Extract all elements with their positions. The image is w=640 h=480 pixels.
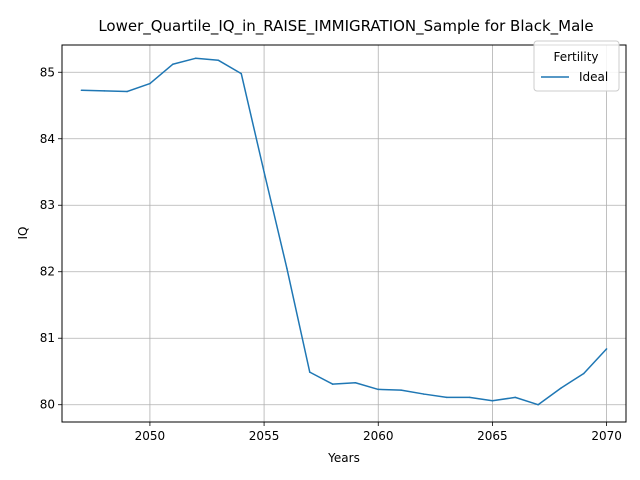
- data-point: [583, 372, 585, 375]
- legend: Fertility Ideal: [533, 40, 620, 92]
- data-point: [286, 267, 288, 270]
- data-point: [308, 371, 311, 373]
- x-tick-label: 2050: [135, 429, 166, 443]
- data-point: [331, 383, 334, 385]
- series-line-ideal: [81, 57, 608, 406]
- data-point: [80, 89, 83, 91]
- x-tick-label: 2070: [591, 429, 622, 443]
- data-point: [468, 396, 471, 399]
- data-point: [240, 72, 242, 75]
- data-point: [263, 171, 265, 173]
- data-point: [537, 403, 539, 406]
- chart-title: Lower_Quartile_IQ_in_RAISE_IMMIGRATION_S…: [98, 17, 593, 36]
- data-point: [149, 82, 151, 85]
- data-point: [423, 393, 425, 395]
- data-point: [514, 396, 517, 399]
- data-point: [446, 396, 448, 399]
- x-tick-label: 2065: [477, 429, 508, 443]
- data-point: [171, 63, 174, 66]
- data-point: [217, 59, 220, 62]
- x-axis-label: Years: [327, 451, 360, 465]
- y-tick-label: 84: [40, 132, 55, 146]
- legend-box: [533, 40, 620, 92]
- y-axis-ticks: 80 81 82 83 84 85: [40, 65, 62, 412]
- grid: [62, 45, 626, 422]
- data-point: [354, 382, 357, 384]
- series-layer: [80, 57, 608, 406]
- data-point: [400, 389, 402, 391]
- data-point: [605, 348, 608, 350]
- data-point: [126, 90, 128, 93]
- y-tick-label: 85: [40, 65, 55, 79]
- data-point: [194, 57, 197, 60]
- data-point: [377, 388, 380, 391]
- y-tick-label: 81: [40, 331, 55, 345]
- plot-frame: [61, 44, 627, 423]
- y-tick-label: 80: [40, 398, 55, 412]
- data-point: [560, 387, 562, 389]
- data-point: [491, 399, 494, 402]
- y-axis-label: IQ: [16, 227, 30, 240]
- x-axis-ticks: 2050 2055 2060 2065 2070: [135, 422, 622, 443]
- legend-label-ideal: Ideal: [579, 70, 608, 84]
- legend-title: Fertility: [553, 50, 598, 64]
- x-tick-label: 2055: [249, 429, 280, 443]
- data-point: [103, 90, 105, 92]
- x-tick-label: 2060: [363, 429, 394, 443]
- y-tick-label: 83: [40, 198, 55, 212]
- y-tick-label: 82: [40, 265, 55, 279]
